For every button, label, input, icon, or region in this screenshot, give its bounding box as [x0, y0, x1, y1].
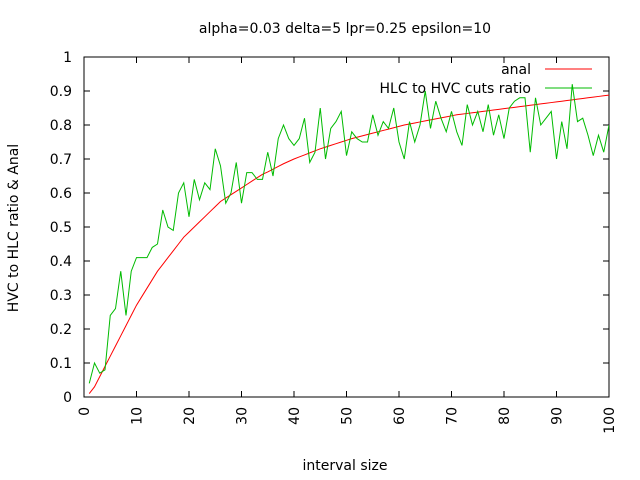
y-tick-label: 0.8 [50, 118, 72, 134]
y-tick-label: 0.6 [50, 186, 72, 202]
x-tick-label: 50 [340, 407, 356, 425]
chart-title: alpha=0.03 delta=5 lpr=0.25 epsilon=10 [199, 21, 491, 37]
legend: anal HLC to HVC cuts ratio [380, 62, 592, 97]
series-line-anal [88, 94, 609, 394]
legend-label-hlc-to-hvc-cuts-ratio: HLC to HVC cuts ratio [380, 81, 531, 97]
y-tick-label: 0 [63, 390, 72, 406]
series-line-hlc-to-hvc-cuts-ratio [88, 84, 609, 384]
x-tick-label: 70 [445, 407, 461, 425]
x-axis-label: interval size [303, 458, 388, 474]
x-tick-label: 60 [392, 407, 408, 425]
y-tick-label: 1 [63, 50, 72, 66]
axes-layer: 00.10.20.30.40.50.60.70.80.910 10 20 30 40 50… [50, 50, 618, 434]
x-tick-label: 90 [550, 407, 566, 425]
x-tick-label: 100 [602, 407, 618, 434]
y-tick-label: 0.9 [50, 84, 72, 100]
y-tick-label: 0.2 [50, 322, 72, 338]
x-tick-label: 30 [235, 407, 251, 425]
x-tick-label: 80 [497, 407, 513, 425]
legend-label-anal: anal [501, 62, 531, 78]
series-layer [88, 84, 609, 394]
y-tick-label: 0.7 [50, 152, 72, 168]
x-tick-label: 20 [182, 407, 198, 425]
x-tick-label: 10 [130, 407, 146, 425]
y-tick-label: 0.5 [50, 220, 72, 236]
y-tick-label: 0.1 [50, 356, 72, 372]
x-tick-label: 0 [77, 407, 93, 416]
y-tick-label: 0.4 [50, 254, 72, 270]
y-axis-label: HVC to HLC ratio & Anal [6, 144, 22, 312]
y-tick-label: 0.3 [50, 288, 72, 304]
x-tick-label: 40 [287, 407, 303, 425]
